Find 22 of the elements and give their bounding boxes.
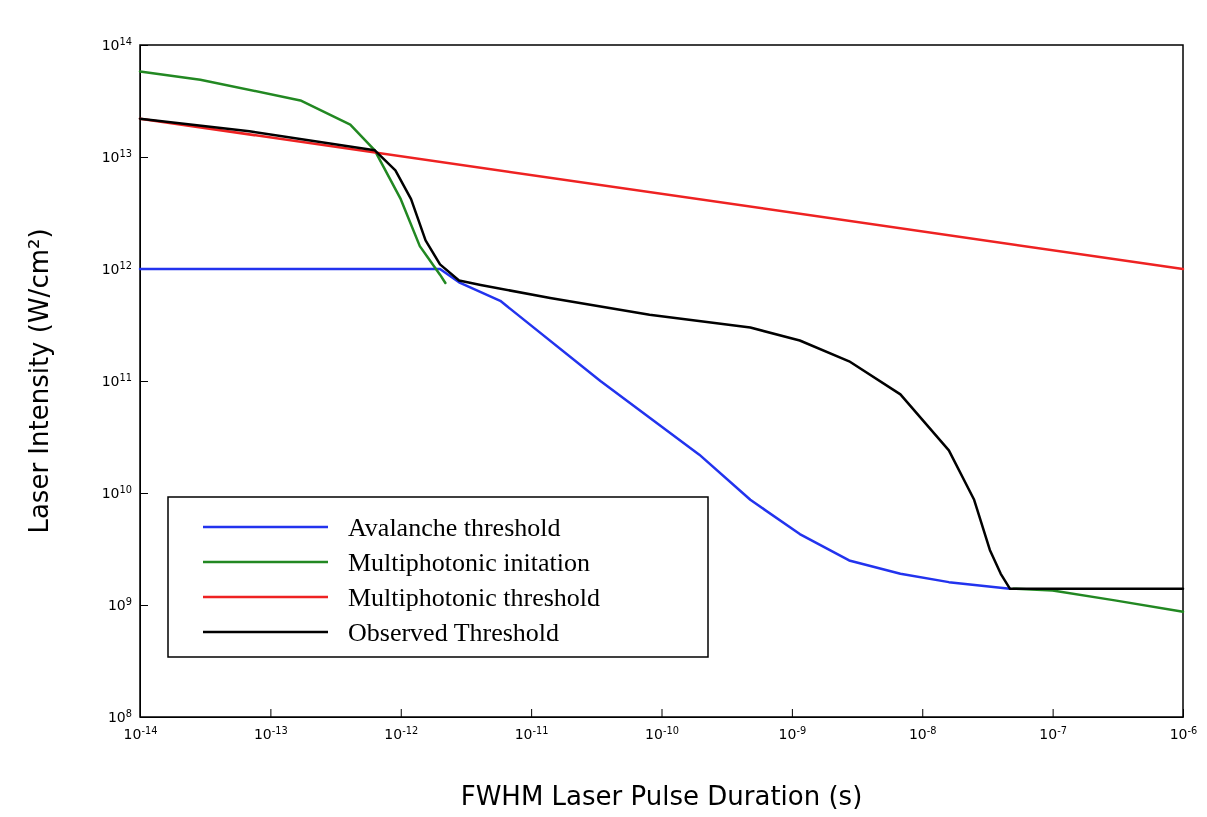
x-tick-label: 10$^{-7}$ (1039, 724, 1067, 742)
x-tick-label: 10$^{-12}$ (384, 724, 419, 742)
x-tick-label: 10$^{-14}$ (123, 724, 158, 742)
y-tick-label: 10$^{13}$ (101, 147, 132, 166)
y-tick-label: 10$^{11}$ (101, 371, 132, 390)
x-axis-title: FWHM Laser Pulse Duration (s) (460, 781, 863, 811)
legend-label: Observed Threshold (348, 618, 560, 648)
y-axis-title: Laser Intensity (W/cm²) (24, 228, 54, 534)
legend-label: Avalanche threshold (348, 513, 561, 543)
y-tick-label: 10$^{8}$ (107, 707, 132, 726)
legend-label: Multiphotonic threshold (348, 583, 601, 613)
x-tick-label: 10$^{-10}$ (645, 724, 679, 742)
y-tick-label: 10$^{14}$ (101, 35, 132, 54)
x-tick-label: 10$^{-6}$ (1169, 724, 1198, 742)
x-tick-label: 10$^{-8}$ (908, 724, 937, 742)
x-tick-label: 10$^{-9}$ (778, 724, 807, 742)
y-tick-label: 10$^{9}$ (107, 595, 132, 614)
legend-label: Multiphotonic initation (348, 548, 590, 578)
y-tick-label: 10$^{10}$ (101, 483, 132, 502)
x-tick-label: 10$^{-11}$ (514, 724, 549, 742)
x-tick-label: 10$^{-13}$ (253, 724, 288, 742)
y-tick-label: 10$^{12}$ (101, 259, 132, 278)
